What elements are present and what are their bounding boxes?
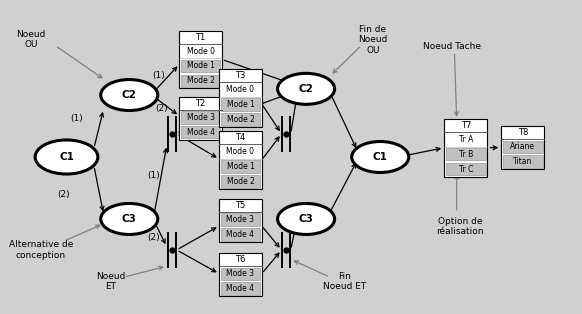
Text: Mode 4: Mode 4 xyxy=(226,284,254,293)
FancyBboxPatch shape xyxy=(219,131,262,189)
Text: T2: T2 xyxy=(196,99,205,108)
FancyBboxPatch shape xyxy=(181,126,220,138)
Text: (1): (1) xyxy=(70,114,83,123)
Text: Option de
réalisation: Option de réalisation xyxy=(436,217,484,236)
FancyBboxPatch shape xyxy=(181,111,220,123)
Text: Mode 4: Mode 4 xyxy=(187,128,215,137)
FancyBboxPatch shape xyxy=(221,160,260,173)
FancyBboxPatch shape xyxy=(219,253,262,296)
Text: T3: T3 xyxy=(235,71,246,80)
Text: (2): (2) xyxy=(155,105,168,113)
Text: (1): (1) xyxy=(147,171,159,180)
Text: Mode 3: Mode 3 xyxy=(187,113,215,122)
Circle shape xyxy=(352,142,409,172)
Circle shape xyxy=(101,203,158,235)
Text: Mode 2: Mode 2 xyxy=(187,76,215,85)
Text: C1: C1 xyxy=(373,152,388,162)
FancyBboxPatch shape xyxy=(503,155,542,168)
Text: Tr C: Tr C xyxy=(459,165,473,174)
Text: Noeud Tache: Noeud Tache xyxy=(423,41,481,51)
FancyBboxPatch shape xyxy=(502,126,544,169)
FancyBboxPatch shape xyxy=(221,99,260,111)
Text: Fin
Noeud ET: Fin Noeud ET xyxy=(322,272,366,291)
FancyBboxPatch shape xyxy=(503,141,542,153)
Text: Mode 2: Mode 2 xyxy=(226,115,254,124)
FancyBboxPatch shape xyxy=(221,268,260,280)
FancyBboxPatch shape xyxy=(221,283,260,295)
Text: C2: C2 xyxy=(122,90,137,100)
FancyBboxPatch shape xyxy=(445,119,487,176)
FancyBboxPatch shape xyxy=(219,69,262,127)
Text: C2: C2 xyxy=(299,84,314,94)
Text: Mode 1: Mode 1 xyxy=(226,100,254,109)
Text: Noeud
OU: Noeud OU xyxy=(16,30,46,49)
Text: T1: T1 xyxy=(196,33,205,41)
Circle shape xyxy=(35,140,98,174)
Text: Alternative de
conception: Alternative de conception xyxy=(9,240,73,260)
Text: C1: C1 xyxy=(59,152,74,162)
Text: Mode 4: Mode 4 xyxy=(226,230,254,239)
Text: Fin de
Noeud
OU: Fin de Noeud OU xyxy=(358,25,388,55)
Circle shape xyxy=(101,79,158,111)
Text: Mode 3: Mode 3 xyxy=(226,215,254,224)
Text: C3: C3 xyxy=(122,214,137,224)
FancyBboxPatch shape xyxy=(221,175,260,188)
Text: Mode 0: Mode 0 xyxy=(226,147,254,156)
FancyBboxPatch shape xyxy=(446,163,485,175)
Text: Mode 1: Mode 1 xyxy=(226,162,254,171)
Text: (2): (2) xyxy=(58,190,70,199)
Text: Mode 0: Mode 0 xyxy=(187,46,215,56)
Text: T4: T4 xyxy=(235,133,246,142)
FancyBboxPatch shape xyxy=(179,97,222,140)
FancyBboxPatch shape xyxy=(221,113,260,126)
Text: C3: C3 xyxy=(299,214,314,224)
Circle shape xyxy=(278,203,335,235)
FancyBboxPatch shape xyxy=(221,214,260,226)
Text: Ariane: Ariane xyxy=(510,142,535,151)
FancyBboxPatch shape xyxy=(179,30,222,88)
Text: Mode 3: Mode 3 xyxy=(226,269,254,278)
Text: Tr A: Tr A xyxy=(459,135,473,144)
Text: Mode 2: Mode 2 xyxy=(226,177,254,186)
FancyBboxPatch shape xyxy=(181,60,220,72)
Text: Titan: Titan xyxy=(513,157,533,166)
Text: Noeud
ET: Noeud ET xyxy=(96,272,126,291)
Text: Tr B: Tr B xyxy=(459,150,473,159)
Text: (2): (2) xyxy=(147,233,159,242)
FancyBboxPatch shape xyxy=(181,75,220,87)
FancyBboxPatch shape xyxy=(446,148,485,160)
Text: Mode 1: Mode 1 xyxy=(187,62,215,70)
FancyBboxPatch shape xyxy=(221,228,260,241)
Text: (1): (1) xyxy=(152,71,165,80)
Text: T7: T7 xyxy=(460,121,471,130)
Text: T5: T5 xyxy=(235,201,246,210)
Text: Mode 0: Mode 0 xyxy=(226,85,254,94)
Text: T6: T6 xyxy=(235,255,246,264)
Circle shape xyxy=(278,73,335,104)
FancyBboxPatch shape xyxy=(219,199,262,242)
Text: T8: T8 xyxy=(517,128,528,137)
